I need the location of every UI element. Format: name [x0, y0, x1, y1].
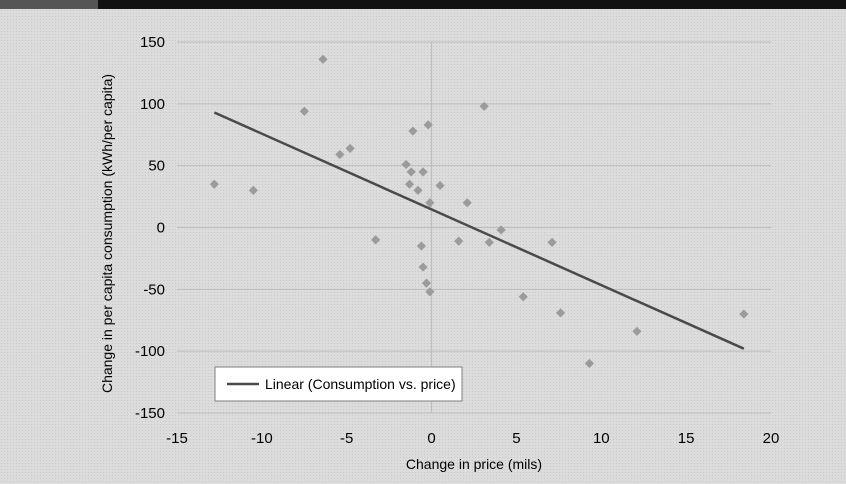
x-tick-label: -5	[340, 430, 353, 447]
data-point	[484, 237, 494, 247]
data-point	[345, 143, 355, 153]
trendline	[213, 111, 745, 350]
data-point	[404, 179, 415, 189]
y-tick-label: -50	[143, 281, 165, 298]
data-point	[401, 159, 411, 170]
y-tick-label: 150	[140, 34, 165, 51]
data-point	[423, 120, 433, 130]
data-point	[421, 278, 432, 288]
top-banner	[0, 0, 846, 9]
y-tick-label: 0	[157, 220, 165, 237]
y-tick-label: 100	[140, 96, 165, 113]
x-tick-label: 5	[512, 430, 520, 447]
data-point	[418, 167, 428, 177]
x-tick-label: -15	[166, 430, 188, 447]
x-tick-label: 20	[763, 430, 780, 447]
data-point	[462, 198, 472, 208]
x-tick-label: 15	[678, 430, 695, 447]
legend: Linear (Consumption vs. price)	[214, 366, 463, 402]
data-point	[318, 54, 328, 64]
data-point	[413, 185, 423, 195]
x-tick-labels: -15 -10 -5 0 5 10 15 20	[166, 430, 779, 447]
data-point	[299, 106, 309, 116]
data-point	[335, 149, 345, 160]
y-tick-label: -100	[135, 343, 165, 360]
y-tick-labels: 150 100 50 0 -50 -100 -150	[135, 34, 165, 422]
y-axis-title: Change in per capita consumption (kWh/pe…	[99, 74, 115, 393]
y-tick-label: -150	[135, 405, 165, 422]
data-point	[418, 262, 428, 272]
x-tick-label: 0	[427, 430, 435, 447]
x-tick-label: -10	[251, 430, 273, 447]
y-tick-label: 50	[148, 158, 165, 175]
legend-label: Linear (Consumption vs. price)	[265, 376, 456, 392]
data-point	[209, 179, 219, 189]
data-point	[496, 225, 506, 235]
x-axis-title: Change in price (mils)	[406, 456, 542, 472]
data-point	[632, 326, 642, 336]
data-point	[425, 287, 435, 297]
data-point	[518, 292, 528, 302]
trendline-group	[213, 111, 745, 350]
data-point	[739, 309, 749, 319]
data-point	[425, 198, 435, 208]
data-point	[555, 308, 566, 318]
banner-notch	[0, 0, 98, 9]
data-point	[408, 126, 418, 136]
data-point	[435, 180, 445, 191]
data-points	[209, 54, 749, 369]
data-point	[584, 358, 595, 369]
data-point	[248, 185, 258, 195]
data-point	[547, 237, 557, 247]
data-point	[406, 167, 416, 177]
x-tick-label: 10	[593, 430, 610, 447]
data-point	[454, 236, 464, 246]
data-point	[370, 235, 381, 245]
data-point	[479, 101, 489, 111]
data-point	[416, 241, 426, 251]
